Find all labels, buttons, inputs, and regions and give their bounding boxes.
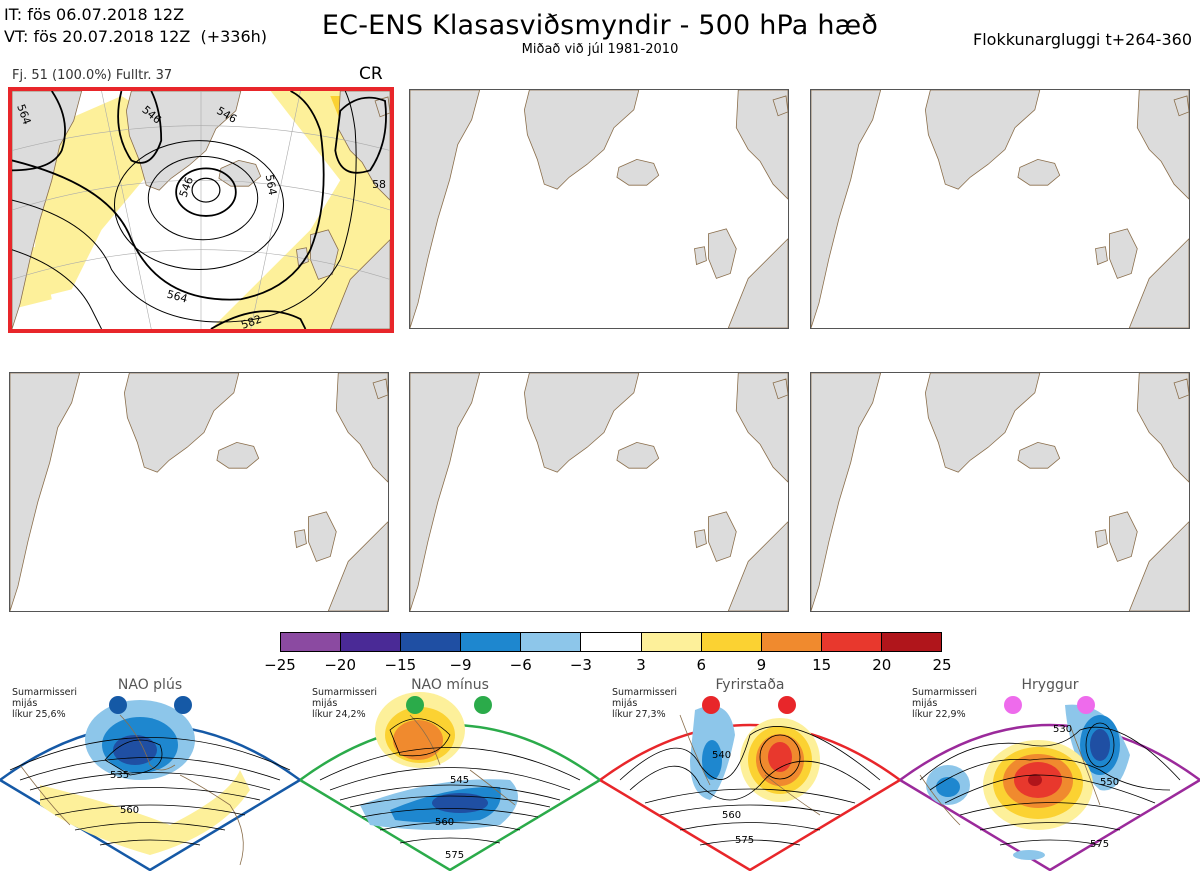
regime-marker <box>406 696 424 714</box>
cluster-map-empty[interactable] <box>409 372 789 612</box>
colorbar-segment <box>461 633 522 651</box>
regime-marker <box>778 696 796 714</box>
regime-blocking[interactable]: 540 560 575 Fyrirstaða Sumarmisseri mijás… <box>597 675 903 872</box>
classification-window: Flokkunargluggi t+264-360 <box>973 30 1192 49</box>
colorbar-tick-label: 25 <box>932 656 952 674</box>
empty-map <box>10 373 388 611</box>
empty-map <box>410 373 788 611</box>
regime-info: Sumarmisseri mijás líkur 25,6% <box>12 687 78 720</box>
colorbar-segment <box>701 633 762 651</box>
colorbar-tick-label: −9 <box>449 656 472 674</box>
regime-name: NAO plús <box>117 677 183 693</box>
colorbar-segment <box>521 633 582 651</box>
regime-name: Fyrirstaða <box>715 677 785 693</box>
regime-info: Sumarmisseri mijás líkur 27,3% <box>612 687 678 720</box>
contour-label: 540 <box>712 750 731 761</box>
regime-nao-plus[interactable]: 535 560 NAO plús Sumarmisseri mijás líkur … <box>0 675 303 872</box>
contour-label: 560 <box>435 817 454 828</box>
regime-marker <box>174 696 192 714</box>
contour-label: 530 <box>1053 724 1072 735</box>
contour-label: 560 <box>722 810 741 821</box>
colorbar-tick-label: −6 <box>509 656 532 674</box>
colorbar-segment <box>761 633 822 651</box>
graticule <box>12 91 390 329</box>
contour-label: 550 <box>1100 777 1119 788</box>
valid-time: VT: fös 20.07.2018 12Z (+336h) <box>4 27 268 46</box>
regime-name: Hryggur <box>1021 677 1079 693</box>
page-subtitle: Miðað við júl 1981-2010 <box>521 42 679 57</box>
regime-info: Sumarmisseri mijás líkur 22,9% <box>912 687 978 720</box>
colorbar-tick-label: −20 <box>324 656 356 674</box>
colorbar-segment <box>341 633 402 651</box>
contour-label: 545 <box>450 775 469 786</box>
contour-label: 575 <box>445 850 464 861</box>
cluster-info: Fj. 51 (100.0%) Fulltr. 37 <box>12 68 173 83</box>
regime-map: 535 560 <box>0 696 303 872</box>
empty-map <box>811 90 1189 328</box>
contour-label: 564 <box>263 174 279 197</box>
regime-marker <box>1004 696 1022 714</box>
regime-info: Sumarmisseri mijás líkur 24,2% <box>312 687 378 720</box>
init-time: IT: fös 06.07.2018 12Z <box>4 5 185 24</box>
anomaly-colorbar <box>280 632 942 652</box>
regime-nao-minus[interactable]: 545 560 575 NAO mínus Sumarmisseri mijás l… <box>297 675 603 872</box>
regime-name: NAO mínus <box>411 677 489 693</box>
cluster-map-empty[interactable] <box>409 89 789 329</box>
colorbar-segment <box>281 633 342 651</box>
regime-marker <box>1077 696 1095 714</box>
colorbar-ticks: −25 −20 −15 −9 −6 −3 3 6 9 15 20 25 <box>264 656 951 676</box>
regime-marker <box>109 696 127 714</box>
empty-map <box>410 90 788 328</box>
colorbar-segment <box>401 633 462 651</box>
colorbar-segment <box>821 633 882 651</box>
colorbar-tick-label: −15 <box>384 656 417 674</box>
colorbar-tick-label: 9 <box>756 656 767 674</box>
colorbar-tick-label: 3 <box>636 656 646 674</box>
regime-marker <box>474 696 492 714</box>
regime-map: 540 560 575 <box>597 696 903 872</box>
cluster-map-empty[interactable] <box>810 89 1190 329</box>
contour-label: 575 <box>735 835 754 846</box>
regime-map: 545 560 575 <box>297 692 603 872</box>
contour-label: 582 <box>239 313 263 329</box>
contour-label: 535 <box>110 770 129 781</box>
contour-label: 575 <box>1090 839 1109 850</box>
run-info: IT: fös 06.07.2018 12Z VT: fös 20.07.2018… <box>4 4 267 48</box>
cluster-map-empty[interactable] <box>9 372 389 612</box>
colorbar-tick-label: 15 <box>812 656 832 674</box>
contour-label: 58 <box>372 178 386 191</box>
regime-marker <box>702 696 720 714</box>
cluster-map-empty[interactable] <box>810 372 1190 612</box>
regime-map: 530 550 575 <box>897 696 1200 872</box>
contour-label: 564 <box>165 288 189 306</box>
colorbar-tick-label: 20 <box>872 656 892 674</box>
colorbar-segment <box>641 633 702 651</box>
colorbar-segment <box>581 633 642 651</box>
colorbar-tick-label: 6 <box>696 656 707 674</box>
selected-cluster-map[interactable]: 546 564 546 546 564 564 582 58 <box>8 87 394 333</box>
colorbar-tick-label: −3 <box>569 656 592 674</box>
regime-ridge[interactable]: 530 550 575 Hryggur Sumarmisseri mijás lík… <box>897 675 1200 872</box>
colorbar-tick-label: −25 <box>264 656 296 674</box>
empty-map <box>811 373 1189 611</box>
contour-label: 560 <box>120 805 139 816</box>
regime-code: CR <box>359 64 383 84</box>
page-title: EC-ENS Klasasviðsmyndir - 500 hPa hæð <box>321 10 879 41</box>
height-contours <box>12 91 387 329</box>
cluster-map-canvas: 546 564 546 546 564 564 582 58 <box>12 91 390 329</box>
colorbar-segment <box>881 633 942 651</box>
